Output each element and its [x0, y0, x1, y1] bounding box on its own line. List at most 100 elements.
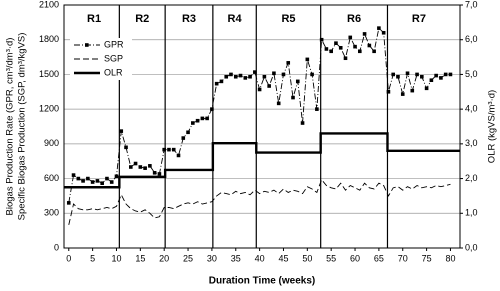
marker — [362, 32, 367, 36]
marker — [105, 176, 109, 181]
marker — [176, 153, 181, 158]
marker — [214, 81, 219, 86]
x-tick-label: 80 — [445, 253, 455, 263]
phase-label: R7 — [412, 13, 426, 25]
plot-frame — [63, 4, 461, 249]
marker — [291, 95, 295, 100]
marker — [76, 176, 81, 181]
phase-label: R5 — [281, 13, 295, 25]
marker — [315, 107, 319, 111]
x-tick-label: 65 — [374, 253, 384, 263]
marker — [157, 172, 162, 176]
marker — [334, 41, 338, 45]
marker — [100, 181, 104, 185]
y-tick-label: 600 — [44, 173, 59, 183]
marker — [219, 79, 224, 84]
marker — [386, 89, 391, 94]
marker — [300, 121, 305, 125]
marker — [138, 165, 143, 169]
marker — [243, 76, 248, 80]
x-axis-title: Duration Time (weeks) — [209, 276, 316, 287]
marker — [81, 179, 85, 183]
x-tick-label: 0 — [66, 253, 71, 263]
legend-marker — [85, 43, 89, 47]
y-tick-label: 2100 — [39, 0, 59, 9]
marker — [210, 107, 214, 111]
marker — [353, 44, 357, 49]
marker — [348, 35, 353, 40]
marker — [329, 49, 333, 54]
marker — [248, 74, 252, 79]
marker — [133, 161, 138, 166]
marker — [171, 147, 176, 152]
marker — [238, 73, 243, 78]
x-tick-label: 10 — [111, 253, 121, 263]
marker — [195, 118, 200, 123]
marker — [420, 74, 424, 79]
x-tick-label: 20 — [159, 253, 169, 263]
marker — [396, 74, 400, 79]
marker — [109, 180, 114, 184]
marker — [148, 164, 152, 168]
marker — [128, 165, 133, 169]
marker — [429, 78, 434, 83]
marker — [86, 176, 90, 181]
y-tick-label: 1800 — [39, 34, 59, 44]
legend-bg — [70, 38, 132, 52]
marker — [381, 30, 386, 35]
marker — [186, 130, 190, 135]
marker — [310, 72, 314, 77]
y-tick-label: 900 — [44, 138, 59, 148]
marker — [343, 56, 348, 61]
x-tick-label: 15 — [135, 253, 145, 263]
marker — [90, 180, 95, 184]
y2-tick-label: 7,0 — [465, 0, 478, 9]
y2-tick-label: 4,0 — [465, 104, 478, 114]
y2-tick-label: 0,0 — [465, 242, 478, 252]
legend-label: OLR — [104, 67, 123, 77]
marker — [205, 116, 209, 121]
legend-bg — [70, 52, 132, 66]
y-tick-label: 1200 — [39, 104, 59, 114]
marker — [286, 61, 291, 65]
marker — [257, 87, 262, 92]
marker — [71, 173, 76, 177]
y2-tick-label: 5,0 — [465, 69, 478, 79]
marker — [66, 201, 71, 205]
marker — [405, 71, 410, 76]
marker — [114, 174, 119, 179]
marker — [439, 76, 443, 80]
marker — [338, 46, 343, 50]
x-tick-label: 5 — [90, 253, 95, 263]
marker — [410, 88, 415, 93]
marker — [262, 74, 267, 79]
marker — [319, 37, 324, 42]
marker — [167, 147, 171, 152]
marker — [415, 72, 419, 77]
phase-label: R1 — [87, 13, 101, 25]
phase-label: R2 — [135, 13, 149, 25]
legend-bg — [70, 66, 132, 80]
series-line — [64, 132, 460, 189]
x-tick-label: 45 — [278, 253, 288, 263]
marker — [281, 72, 286, 77]
marker — [372, 49, 376, 54]
y2-tick-label: 3,0 — [465, 138, 478, 148]
y2-axis-title: OLR (kgVS/m³·d) — [487, 90, 498, 163]
phase-label: R3 — [182, 13, 196, 25]
marker — [443, 72, 448, 77]
marker — [391, 72, 396, 77]
marker — [95, 179, 100, 183]
marker — [400, 92, 405, 96]
marker — [229, 72, 233, 77]
marker — [152, 170, 157, 175]
marker — [377, 26, 381, 30]
marker — [224, 74, 229, 79]
phase-label: R4 — [228, 13, 243, 25]
x-tick-label: 75 — [422, 253, 432, 263]
marker — [324, 47, 329, 51]
marker — [253, 70, 257, 74]
legend-label: GPR — [104, 39, 124, 49]
y-tick-label: 1500 — [39, 69, 59, 79]
